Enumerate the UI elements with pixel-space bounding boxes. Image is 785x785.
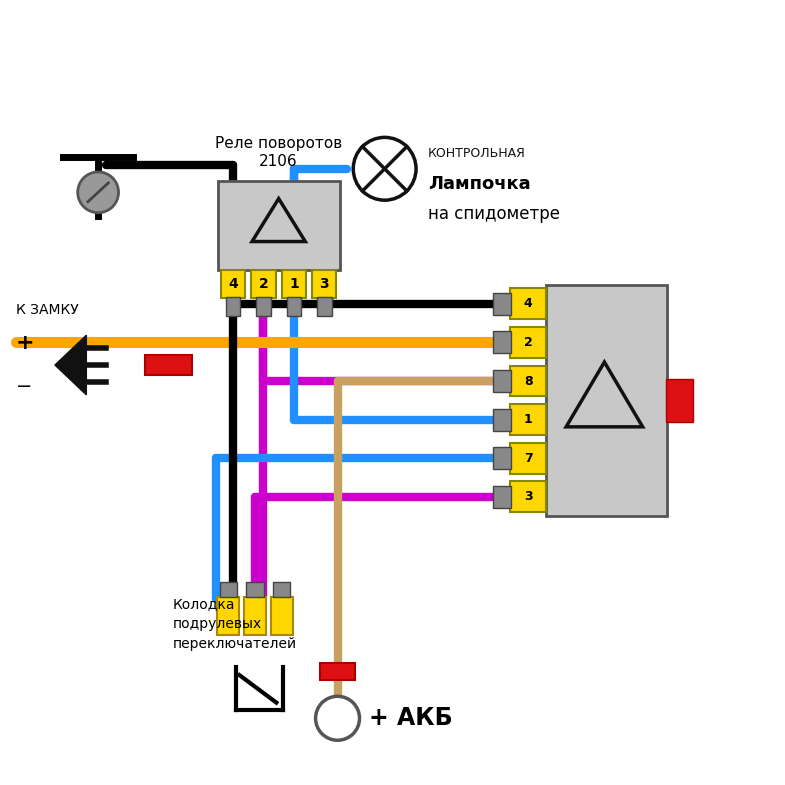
Circle shape	[316, 696, 360, 740]
Text: 8: 8	[524, 374, 532, 388]
Text: КОНТРОЛЬНАЯ: КОНТРОЛЬНАЯ	[428, 147, 526, 159]
Bar	[244, 597, 266, 635]
Bar	[273, 582, 290, 597]
Bar	[666, 379, 693, 422]
Bar	[317, 297, 331, 316]
Bar	[510, 443, 546, 473]
Bar	[225, 297, 240, 316]
Bar	[493, 447, 511, 469]
Text: 4: 4	[524, 298, 533, 310]
Bar	[145, 355, 192, 374]
Text: 7: 7	[524, 451, 533, 465]
Text: 1: 1	[289, 277, 299, 291]
Text: на спидометре: на спидометре	[428, 206, 560, 223]
Text: 2: 2	[524, 336, 533, 349]
Bar	[287, 297, 301, 316]
Text: Колодка
подрулевых
переключателей: Колодка подрулевых переключателей	[173, 597, 297, 651]
Text: 3: 3	[319, 277, 329, 291]
Bar	[493, 409, 511, 431]
Text: Реле поворотов
2106: Реле поворотов 2106	[215, 137, 342, 169]
Bar	[510, 481, 546, 513]
Text: 1: 1	[524, 413, 533, 426]
Bar	[493, 293, 511, 315]
Text: + АКБ: + АКБ	[369, 706, 453, 730]
Text: К ЗАМКУ: К ЗАМКУ	[16, 303, 78, 317]
Bar	[493, 331, 511, 353]
Bar	[217, 597, 239, 635]
Text: +: +	[16, 333, 35, 353]
Bar	[546, 285, 667, 517]
Bar	[220, 582, 237, 597]
Circle shape	[78, 172, 119, 213]
Bar	[312, 270, 336, 298]
Bar	[256, 297, 271, 316]
Bar	[251, 270, 276, 298]
Circle shape	[353, 137, 416, 200]
Bar	[320, 663, 355, 680]
Bar	[510, 289, 546, 319]
Bar	[510, 366, 546, 396]
Bar	[271, 597, 293, 635]
Bar	[282, 270, 306, 298]
Text: 3: 3	[524, 491, 532, 503]
Bar	[217, 181, 339, 270]
Bar	[493, 486, 511, 508]
Bar	[493, 370, 511, 392]
Bar	[510, 404, 546, 435]
Text: −: −	[16, 377, 32, 396]
Bar	[221, 270, 245, 298]
Bar	[510, 327, 546, 358]
Text: 4: 4	[228, 277, 238, 291]
Polygon shape	[55, 335, 86, 395]
Bar	[246, 582, 264, 597]
Text: 2: 2	[258, 277, 268, 291]
Text: Лампочка: Лампочка	[428, 176, 531, 193]
